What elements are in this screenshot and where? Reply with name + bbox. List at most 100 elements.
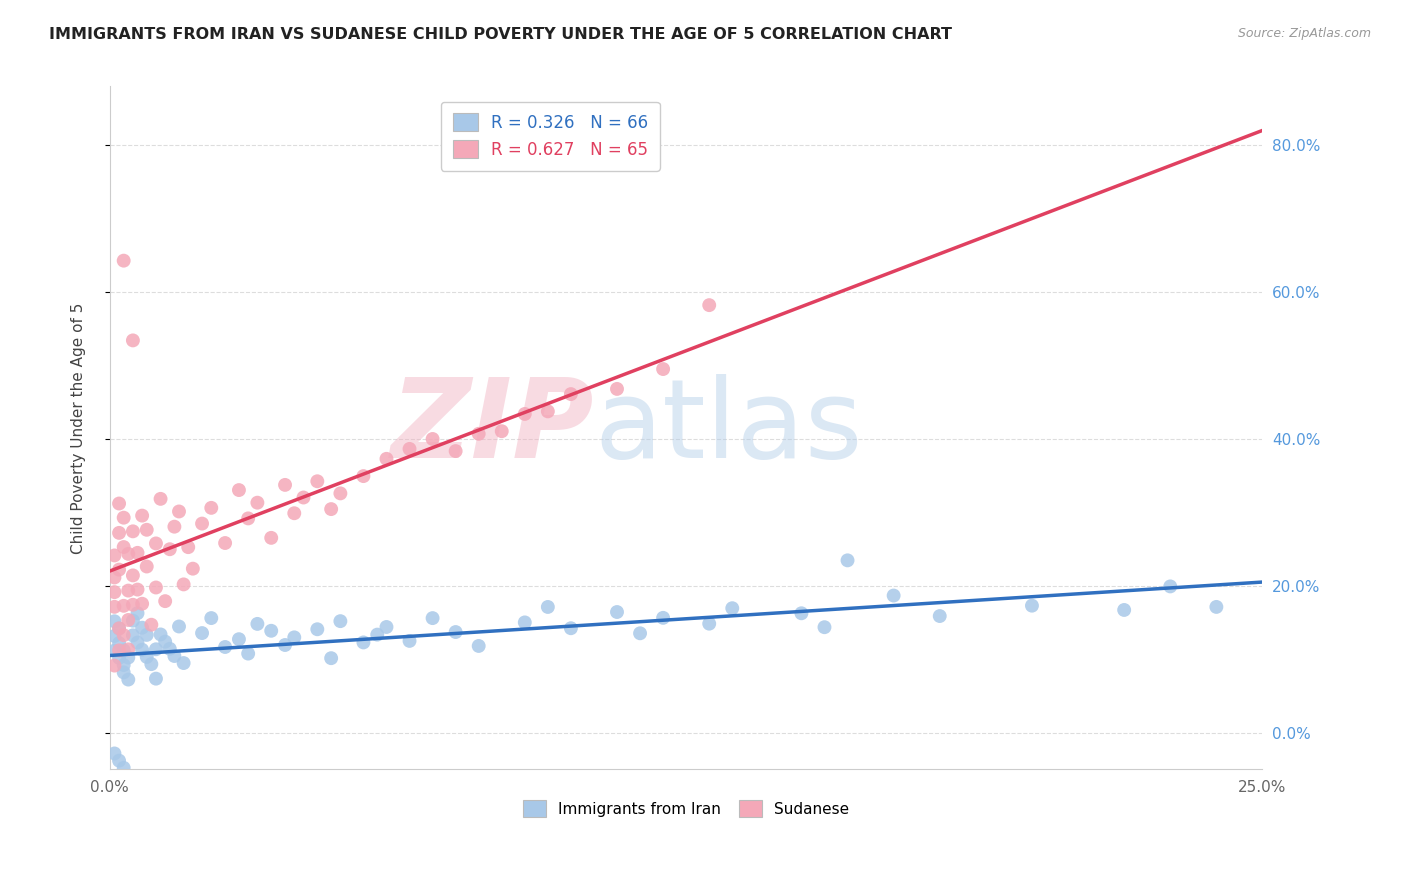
Point [145, 642, 167, 657]
Point [352, 635, 374, 649]
Point [260, 531, 283, 545]
Point [163, 648, 186, 663]
Legend: Immigrants from Iran, Sudanese: Immigrants from Iran, Sudanese [517, 794, 856, 823]
Point [103, 747, 125, 761]
Point [149, 627, 172, 641]
Point [191, 626, 214, 640]
Point [103, 599, 125, 614]
Point [422, 611, 444, 625]
Point [307, 475, 329, 489]
Point [112, 253, 135, 268]
Point [108, 563, 131, 577]
Point [191, 516, 214, 531]
Point [159, 542, 181, 557]
Point [122, 524, 145, 539]
Point [1205, 599, 1227, 614]
Point [181, 562, 204, 576]
Point [108, 621, 131, 635]
Point [103, 629, 125, 643]
Point [228, 632, 250, 647]
Point [112, 510, 135, 524]
Point [398, 442, 420, 456]
Point [103, 549, 125, 563]
Point [131, 642, 153, 657]
Point [606, 382, 628, 396]
Point [491, 424, 513, 438]
Point [117, 650, 139, 665]
Point [721, 601, 744, 615]
Point [108, 650, 131, 665]
Point [108, 496, 131, 510]
Point [329, 486, 352, 500]
Point [214, 640, 236, 654]
Point [883, 589, 905, 603]
Point [246, 616, 269, 631]
Point [1021, 599, 1043, 613]
Point [117, 547, 139, 561]
Point [173, 656, 195, 670]
Point [117, 583, 139, 598]
Point [108, 622, 131, 636]
Point [153, 634, 176, 648]
Point [283, 506, 305, 520]
Point [274, 638, 297, 652]
Point [173, 577, 195, 591]
Text: IMMIGRANTS FROM IRAN VS SUDANESE CHILD POVERTY UNDER THE AGE OF 5 CORRELATION CH: IMMIGRANTS FROM IRAN VS SUDANESE CHILD P… [49, 27, 952, 42]
Point [103, 658, 125, 673]
Point [131, 508, 153, 523]
Point [375, 620, 398, 634]
Point [467, 639, 489, 653]
Point [697, 616, 720, 631]
Point [141, 617, 163, 632]
Point [145, 672, 167, 686]
Point [112, 658, 135, 673]
Point [112, 628, 135, 642]
Point [422, 432, 444, 446]
Point [1114, 603, 1136, 617]
Point [103, 643, 125, 657]
Point [112, 761, 135, 775]
Point [108, 636, 131, 650]
Point [628, 626, 651, 640]
Point [606, 605, 628, 619]
Point [122, 568, 145, 582]
Point [159, 641, 181, 656]
Point [537, 404, 560, 418]
Point [135, 523, 157, 537]
Text: Source: ZipAtlas.com: Source: ZipAtlas.com [1237, 27, 1371, 40]
Point [103, 614, 125, 628]
Point [167, 504, 190, 518]
Point [149, 491, 172, 506]
Point [103, 570, 125, 584]
Point [352, 469, 374, 483]
Point [141, 657, 163, 672]
Point [131, 621, 153, 635]
Point [112, 540, 135, 554]
Point [131, 597, 153, 611]
Point [366, 627, 388, 641]
Point [283, 631, 305, 645]
Point [260, 624, 283, 638]
Point [112, 643, 135, 657]
Point [177, 540, 200, 554]
Point [560, 621, 582, 635]
Point [652, 362, 675, 376]
Point [167, 619, 190, 633]
Point [108, 525, 131, 540]
Point [145, 536, 167, 550]
Point [135, 559, 157, 574]
Point [108, 643, 131, 657]
Point [135, 628, 157, 642]
Point [117, 673, 139, 687]
Point [444, 444, 467, 458]
Point [1159, 579, 1181, 593]
Point [274, 478, 297, 492]
Point [467, 426, 489, 441]
Point [117, 613, 139, 627]
Point [122, 628, 145, 642]
Point [214, 536, 236, 550]
Point [122, 334, 145, 348]
Point [238, 647, 260, 661]
Text: atlas: atlas [593, 375, 862, 482]
Point [513, 615, 536, 630]
